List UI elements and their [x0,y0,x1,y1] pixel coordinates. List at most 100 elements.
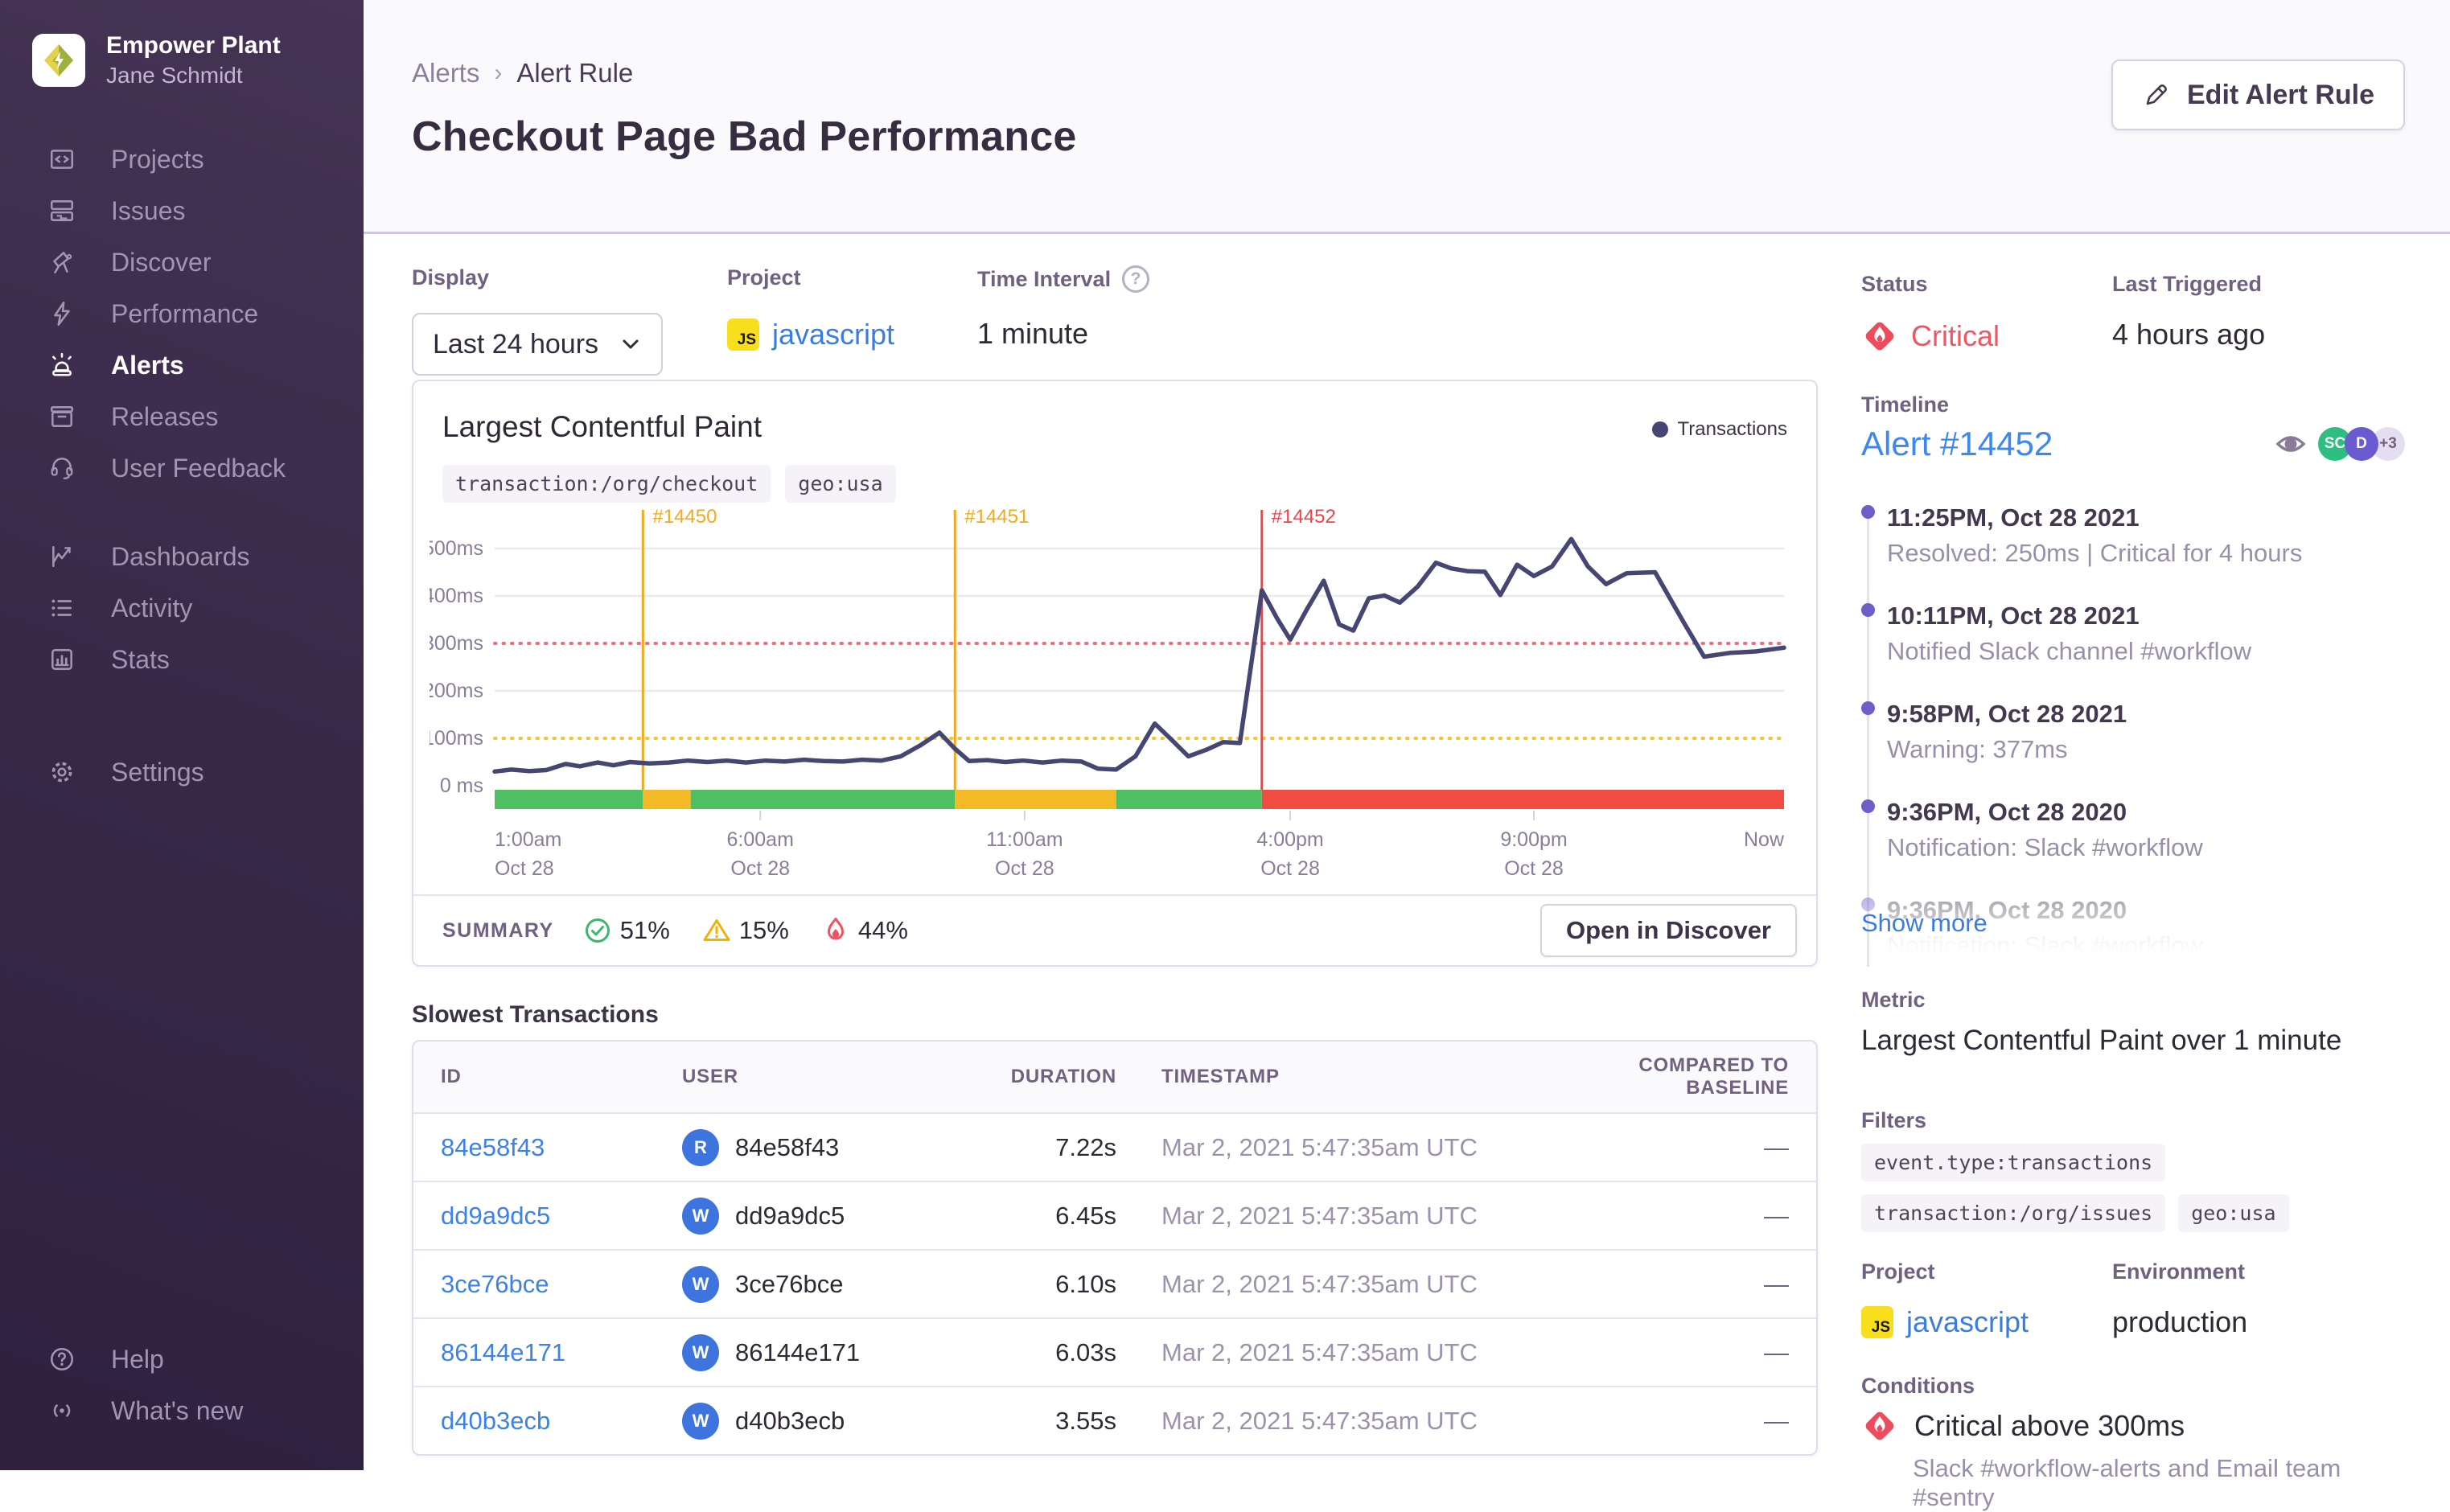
timestamp-cell: Mar 2, 2021 5:47:35am UTC [1161,1406,1478,1435]
user-avatar: R [682,1128,719,1166]
metric-value: Largest Contentful Paint over 1 minute [1861,1025,2342,1056]
timeline-event: 9:58PM, Oct 28 2021 Warning: 377ms [1861,696,2405,767]
show-more-link[interactable]: Show more [1861,909,1988,937]
user-cell: R 84e58f43 [682,1128,988,1166]
sidebar-item-label: Projects [111,144,204,174]
timeline-event: 9:36PM, Oct 28 2020 Notification: Slack #… [1861,893,2405,963]
sidebar-item-activity[interactable]: Activity [0,582,364,634]
event-description: Resolved: 250ms | Critical for 4 hours [1887,539,2303,567]
summary-warning-stat: 15% [702,916,789,945]
legend-transactions[interactable]: Transactions [1651,418,1787,441]
chevron-down-icon [623,339,639,349]
event-description: Warning: 377ms [1887,735,2068,763]
summary-fire-stat: 44% [821,916,908,945]
column-header-compared-to-baseline: COMPARED TO BASELINE [1638,1054,1789,1099]
x-axis-label: 6:00am Oct 28 [727,828,794,880]
filter-tag: event.type:transactions [1861,1144,2166,1181]
sidebar-item-label: Activity [111,593,193,622]
environment-label: Environment [2112,1259,2246,1284]
sidebar-item-performance[interactable]: Performance [0,288,364,339]
sidebar-item-issues[interactable]: Issues [0,185,364,236]
transaction-id-link[interactable]: dd9a9dc5 [441,1201,551,1230]
activity-icon [48,594,76,622]
sidebar-item-label: Discover [111,247,212,277]
chart-title: Largest Contentful Paint [442,410,762,443]
sidebar-item-releases[interactable]: Releases [0,391,364,442]
incident-label-14451[interactable]: #14451 [964,506,1029,528]
status-bar-ok [1116,790,1262,809]
project-label: Project [727,265,801,290]
eye-icon [2275,436,2306,452]
sidebar-item-label: Help [111,1344,164,1374]
user-cell: W 3ce76bce [682,1265,988,1303]
timeline-events: 11:25PM, Oct 28 2021 Resolved: 250ms | Cr… [1861,500,2405,991]
help-icon [48,1346,76,1373]
transaction-id-link[interactable]: d40b3ecb [441,1406,551,1435]
sidebar-item-alerts[interactable]: Alerts [0,339,364,391]
performance-icon [48,300,76,327]
timestamp-cell: Mar 2, 2021 5:47:35am UTC [1161,1132,1478,1161]
status-group: Status Critical [1861,272,2112,355]
duration-cell: 3.55s [1055,1406,1116,1435]
filter-tags: event.type:transactions transaction:/org/… [1861,1144,2440,1232]
timeline-dot-icon [1861,603,1875,617]
summary-label: SUMMARY [442,918,554,942]
lcp-chart[interactable]: 500ms 400ms 300ms 200ms 100ms 0 ms #14450 #1445… [423,502,1803,896]
sidebar-item-user-feedback[interactable]: User Feedback [0,442,364,494]
sidebar-item-discover[interactable]: Discover [0,236,364,288]
alert-link[interactable]: Alert #14452 [1861,425,2053,462]
y-axis-label: 300ms [430,632,483,655]
user-avatar: W [682,1265,719,1303]
event-description: Notified Slack channel #workflow [1887,637,2252,665]
display-filter-group: Display Last 24 hours [412,265,663,376]
x-axis-label: Now [1744,828,1785,851]
event-time: 10:11PM, Oct 28 2021 [1887,602,2140,630]
project-link[interactable]: javascript [772,318,895,351]
filter-tag: geo:usa [2178,1194,2289,1232]
timeline-rail [1867,513,1869,967]
slowest-transactions-heading: Slowest Transactions [412,1001,659,1028]
event-time: 9:58PM, Oct 28 2021 [1887,700,2127,728]
transaction-id-link[interactable]: 3ce76bce [441,1269,549,1298]
transaction-id-link[interactable]: 84e58f43 [441,1132,545,1161]
environment-group: Environment production [2112,1259,2405,1339]
transaction-id-link[interactable]: 86144e171 [441,1337,566,1366]
pencil-icon [2146,84,2167,105]
condition-description: Slack #workflow-alerts and Email team #s… [1913,1454,2341,1511]
table-row: 84e58f43 R 84e58f43 7.22s Mar 2, 2021 5:47:3… [413,1112,1816,1181]
incident-label-14452[interactable]: #14452 [1272,506,1336,528]
baseline-cell: — [1764,1269,1789,1298]
condition-row: Critical above 300ms [1861,1407,2185,1444]
chart-tag-row: transaction:/org/checkout geo:usa [442,465,1787,503]
x-axis-label: 4:00pm Oct 28 [1256,828,1323,880]
sidebar-item-stats[interactable]: Stats [0,634,364,685]
event-time: 11:25PM, Oct 28 2021 [1887,503,2140,532]
condition-title: Critical above 300ms [1914,1409,2185,1442]
javascript-platform-icon: JS [1861,1306,1893,1338]
open-in-discover-button[interactable]: Open in Discover [1540,904,1797,957]
help-tooltip-icon[interactable]: ? [1122,265,1150,293]
baseline-cell: — [1764,1337,1789,1366]
edit-alert-rule-button[interactable]: Edit Alert Rule [2111,60,2405,130]
breadcrumb-alerts[interactable]: Alerts [412,58,480,88]
sidebar-item-help[interactable]: Help [0,1333,364,1385]
breadcrumb-chevron-icon: › [494,60,503,86]
sidebar-item-settings[interactable]: Settings [0,746,364,798]
sidebar-nav-bottom: Help What's new [0,1333,364,1436]
timeline-event: 10:11PM, Oct 28 2021 Notified Slack chann… [1861,598,2405,669]
incident-label-14450[interactable]: #14450 [652,506,717,528]
duration-cell: 6.10s [1055,1269,1116,1298]
fire-icon [821,916,850,945]
org-switcher[interactable]: Empower Plant Jane Schmidt [32,31,281,90]
sidebar-nav: Projects Issues Discover Performance Alerts R… [0,134,364,798]
javascript-platform-icon: JS [727,318,759,351]
project-detail-link[interactable]: javascript [1906,1305,2029,1338]
sidebar-item-projects[interactable]: Projects [0,134,364,185]
event-description: Notification: Slack #workflow [1887,931,2203,959]
sidebar-item-what-s-new[interactable]: What's new [0,1385,364,1436]
timeline-avatar-d: D [2345,427,2378,461]
display-dropdown[interactable]: Last 24 hours [412,313,663,376]
sidebar-item-dashboards[interactable]: Dashboards [0,531,364,582]
